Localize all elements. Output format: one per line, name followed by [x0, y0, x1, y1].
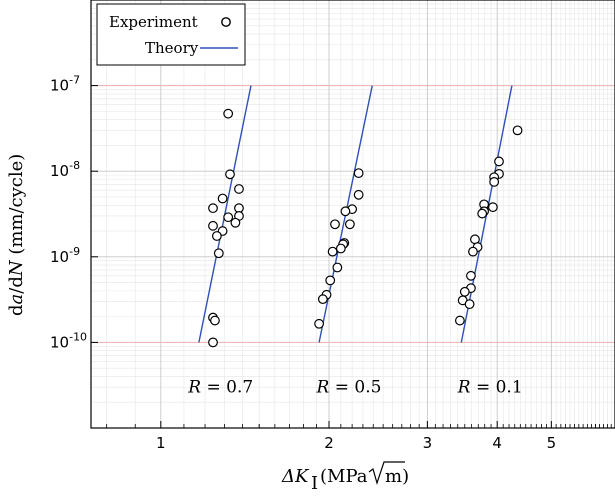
experiment-point [345, 219, 355, 230]
experiment-point [477, 208, 488, 219]
experiment-point [464, 299, 475, 310]
plot-frame [90, 0, 615, 429]
minor-grid [91, 0, 615, 428]
experiment-point [353, 168, 364, 179]
reference-lines [91, 85, 615, 343]
y-axis-label: da/dN (mm/cycle) [6, 154, 27, 316]
y-tick-label: 10-8 [50, 159, 80, 180]
x-tick-label: 3 [423, 434, 433, 452]
legend-theory-label: Theory [145, 39, 199, 57]
experiment-point [317, 294, 328, 305]
experiment-point [213, 248, 224, 259]
x-label-delta-k: ΔK [281, 466, 310, 487]
r-ratio-annotations: R = 0.7 R = 0.5 R = 0.1 [187, 377, 522, 397]
x-axis-label: ΔK I (MPa m) [281, 461, 409, 494]
y-tick-labels: 10-10 10-9 10-8 10-7 [50, 74, 87, 352]
y-tick-label: 10-7 [50, 74, 80, 95]
x-tick-label: 4 [492, 434, 502, 452]
experiment-point [223, 212, 234, 223]
experiment-point [225, 169, 235, 180]
x-label-units-start: (MPa [320, 466, 368, 487]
experiment-point [494, 156, 504, 167]
x-label-units-m: m) [385, 466, 409, 487]
axis-ticks [91, 85, 612, 428]
sqrt-sign [368, 461, 405, 486]
experiment-point [211, 231, 222, 241]
experiment-point [454, 315, 465, 326]
experiment-point [335, 243, 346, 254]
r-annotation: R = 0.7 [187, 377, 253, 397]
experiment-point [234, 184, 244, 194]
experiment-point [327, 246, 338, 257]
x-tick-label: 2 [324, 434, 334, 452]
experiment-point [208, 220, 218, 231]
experiment-point [325, 275, 336, 286]
experiment-points [208, 108, 523, 348]
experiment-point [489, 176, 500, 187]
x-tick-labels: 1 2 3 4 5 [156, 434, 556, 452]
experiment-point [217, 193, 228, 204]
experiment-point [230, 217, 241, 228]
experiment-point [512, 125, 523, 136]
legend: Experiment Theory [96, 3, 246, 66]
experiment-point [330, 219, 340, 230]
x-label-subscript: I [311, 473, 318, 494]
experiment-point [488, 202, 498, 213]
legend-experiment-label: Experiment [109, 13, 198, 31]
y-label-text: da/dN (mm/cycle) [6, 154, 27, 316]
experiment-point [340, 206, 351, 217]
experiment-point [314, 318, 324, 329]
x-tick-label: 1 [156, 434, 166, 452]
experiment-point [208, 337, 218, 348]
r-annotation: R = 0.1 [457, 377, 523, 397]
experiment-point [466, 270, 476, 281]
experiment-point [332, 262, 343, 273]
legend-box [96, 3, 246, 66]
y-tick-label: 10-10 [50, 330, 87, 351]
y-tick-label: 10-9 [50, 245, 80, 266]
experiment-point [223, 108, 234, 119]
r-annotation: R = 0.5 [316, 377, 382, 397]
experiment-point [210, 315, 220, 326]
experiment-point [468, 246, 478, 257]
experiment-point [459, 286, 470, 297]
experiment-point [353, 189, 364, 200]
legend-experiment-marker [221, 17, 231, 27]
x-tick-label: 5 [547, 434, 557, 452]
experiment-point [208, 203, 218, 214]
